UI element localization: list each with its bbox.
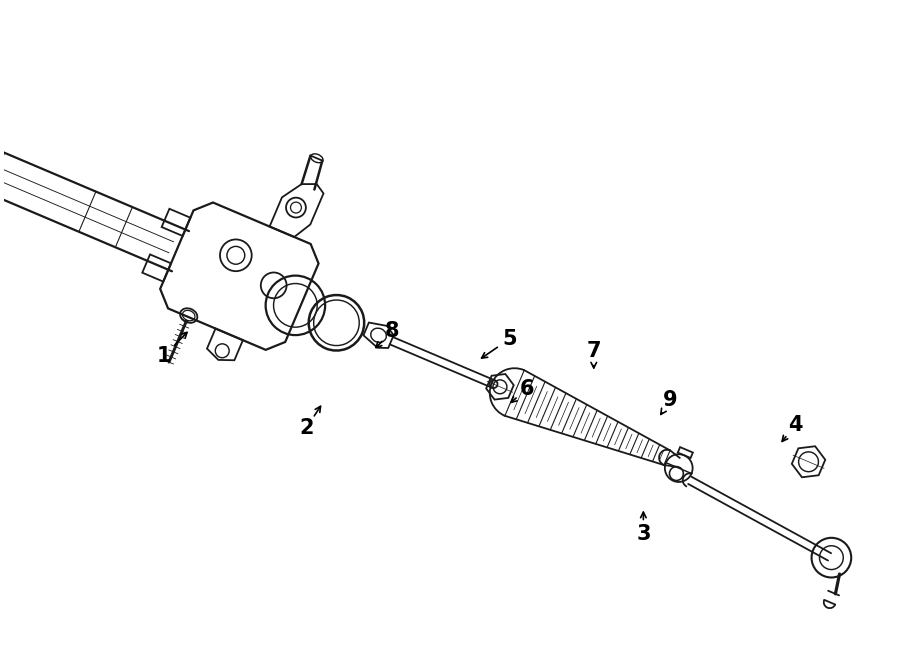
Text: 9: 9 (662, 391, 678, 410)
Text: 5: 5 (502, 329, 517, 349)
Text: 1: 1 (158, 346, 172, 366)
Text: 7: 7 (587, 341, 601, 361)
Text: 3: 3 (636, 524, 651, 544)
Text: 8: 8 (385, 321, 400, 341)
Text: 4: 4 (788, 415, 802, 435)
Text: 6: 6 (520, 379, 535, 399)
Text: 2: 2 (299, 418, 313, 438)
